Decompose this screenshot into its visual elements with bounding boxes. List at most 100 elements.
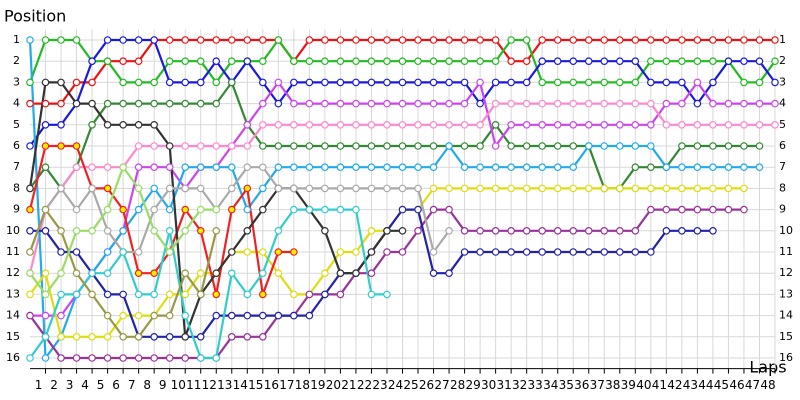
lap-marker [274, 311, 283, 320]
lap-marker [538, 78, 546, 87]
lap-marker [693, 142, 702, 150]
lap-marker [134, 354, 143, 362]
lap-marker [181, 142, 190, 150]
y-tick-label-right: 10 [779, 224, 793, 237]
lap-marker [460, 163, 469, 172]
lap-marker [165, 99, 174, 108]
lap-marker [103, 269, 112, 278]
lap-marker [771, 57, 779, 66]
y-tick-label: 11 [6, 245, 20, 258]
y-tick-label: 6 [13, 139, 20, 152]
lap-marker [134, 248, 143, 256]
lap-marker [352, 142, 360, 150]
lap-marker [584, 57, 593, 66]
lap-marker [119, 354, 127, 362]
x-tick-label: 48 [760, 378, 775, 392]
lap-marker [57, 248, 65, 256]
x-tick-label: 3 [66, 378, 74, 392]
lap-marker [57, 78, 65, 87]
lap-marker [600, 248, 609, 256]
lap-marker [290, 142, 298, 150]
lap-marker [305, 99, 314, 108]
lap-marker [305, 184, 314, 193]
lap-marker [615, 78, 624, 87]
lap-marker [693, 184, 702, 193]
lap-marker [771, 99, 779, 108]
lap-marker [134, 205, 143, 214]
x-tick-label: 38 [605, 378, 620, 392]
lap-marker [709, 184, 717, 193]
lap-marker [522, 142, 531, 150]
lap-marker [352, 205, 360, 214]
lap-marker [119, 227, 127, 235]
lap-marker [398, 184, 407, 193]
lap-marker [631, 248, 640, 256]
lap-marker [522, 248, 531, 256]
lap-marker [352, 121, 360, 129]
lap-marker [553, 248, 562, 256]
lap-marker [522, 78, 531, 87]
lap-marker [647, 248, 655, 256]
x-tick-label: 23 [372, 378, 387, 392]
lap-marker [259, 311, 267, 320]
lap-marker [553, 163, 562, 172]
lap-marker [615, 248, 624, 256]
lap-marker [212, 269, 221, 278]
lap-marker [569, 227, 578, 235]
lap-marker [134, 311, 143, 320]
x-tick-label: 32 [512, 378, 527, 392]
lap-marker [367, 121, 376, 129]
lap-marker [709, 36, 717, 44]
lap-marker [615, 36, 624, 44]
lap-marker [26, 78, 34, 87]
lap-marker [631, 163, 640, 172]
lap-marker [569, 99, 578, 108]
lap-marker [196, 269, 205, 278]
x-tick-label: 2 [50, 378, 58, 392]
lap-marker [57, 269, 65, 278]
lap-marker [693, 78, 702, 87]
x-tick-label: 34 [543, 378, 558, 392]
lap-marker [662, 78, 671, 87]
lap-marker [584, 99, 593, 108]
lap-marker [693, 121, 702, 129]
lap-marker [383, 57, 391, 66]
lap-marker [584, 78, 593, 87]
lap-marker [150, 354, 158, 362]
lap-marker [600, 142, 609, 150]
lap-marker [26, 269, 34, 278]
lap-marker [383, 78, 391, 87]
lap-marker [41, 99, 50, 108]
lap-marker [631, 57, 640, 66]
lap-marker [336, 184, 345, 193]
lap-marker [693, 205, 702, 214]
y-tick-label-right: 15 [779, 330, 793, 343]
lap-marker [631, 184, 640, 193]
lap-marker [615, 99, 624, 108]
lap-marker [134, 57, 143, 66]
lap-marker [631, 121, 640, 129]
x-axis-title: Laps [749, 358, 786, 377]
x-tick-label: 18 [295, 378, 310, 392]
lap-marker [274, 78, 283, 87]
lap-marker [367, 248, 376, 256]
lap-marker [553, 99, 562, 108]
lap-marker [321, 163, 329, 172]
lap-marker [150, 78, 158, 87]
lap-marker [460, 36, 469, 44]
lap-marker [678, 163, 686, 172]
lap-marker [352, 36, 360, 44]
lap-marker [507, 248, 515, 256]
lap-marker [134, 332, 143, 341]
lap-marker [103, 311, 112, 320]
lap-marker [476, 78, 484, 87]
lap-marker [321, 57, 329, 66]
lap-marker [305, 78, 314, 87]
lap-marker [678, 184, 686, 193]
lap-marker [538, 99, 546, 108]
lap-marker [227, 269, 236, 278]
lap-marker [445, 205, 453, 214]
lap-marker [352, 99, 360, 108]
lap-marker [41, 163, 50, 172]
x-tick-label: 12 [202, 378, 217, 392]
